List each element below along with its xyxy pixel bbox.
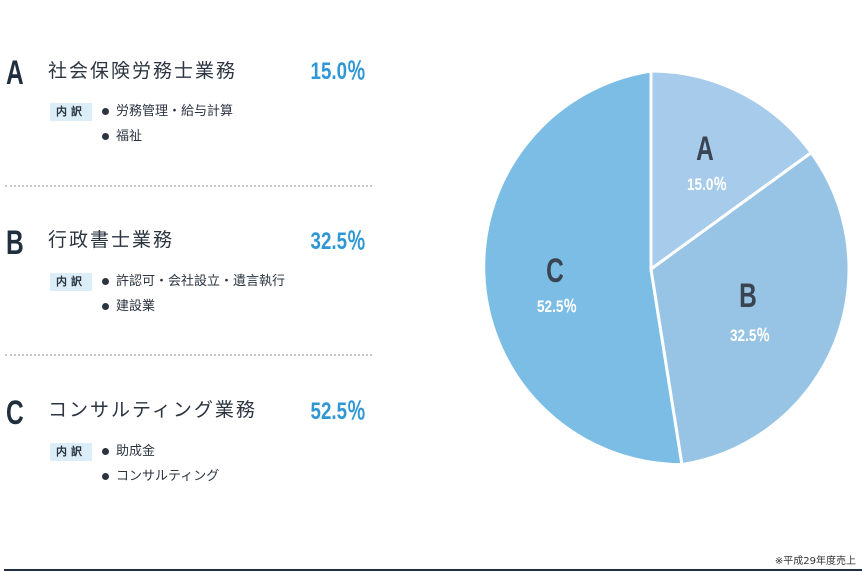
breakdown-item: 福祉 [102, 124, 233, 149]
section-title: コンサルティング業務 [48, 399, 257, 421]
section-letter: A [6, 54, 24, 92]
breakdown-item: コンサルティング [102, 464, 219, 489]
breakdown-tag: 内訳 [50, 273, 92, 291]
breakdown-item: 労務管理・給与計算 [102, 99, 233, 124]
section-title: 行政書士業務 [48, 229, 175, 251]
bottom-rule [4, 569, 862, 571]
section-percent: 15.0％ [310, 58, 366, 85]
pie-label-b-letter: B [739, 277, 757, 315]
pie-label-a-letter: A [696, 130, 714, 168]
section-title: 社会保険労務士業務 [48, 60, 238, 82]
section-c: C コンサルティング業務 52.5％ 内訳 助成金 コンサルティング [0, 392, 372, 517]
pie-label-c-percent: 52.5％ [537, 298, 577, 317]
section-letter: C [6, 394, 24, 432]
section-b: B 行政書士業務 32.5％ 内訳 許認可・会社設立・遺言執行 建設業 [0, 222, 372, 347]
pie-chart: A 15.0％ B 32.5％ C 52.5％ [482, 69, 851, 467]
section-percent: 32.5％ [310, 228, 366, 255]
section-a: A 社会保険労務士業務 15.0％ 内訳 労務管理・給与計算 福祉 [0, 50, 372, 175]
pie-slice-a [649, 69, 814, 272]
breakdown-tag: 内訳 [50, 103, 92, 121]
divider [5, 185, 372, 187]
pie-label-c-letter: C [546, 252, 564, 290]
breakdown-list: 労務管理・給与計算 福祉 [102, 99, 233, 149]
breakdown-item: 許認可・会社設立・遺言執行 [102, 269, 285, 294]
breakdown-list: 助成金 コンサルティング [102, 439, 219, 489]
footnote: ※平成29年度売上 [774, 556, 856, 567]
pie-slice-b [649, 150, 851, 467]
section-percent: 52.5％ [310, 398, 366, 425]
pie-slice-c [482, 69, 684, 467]
breakdown-item: 建設業 [102, 294, 285, 319]
breakdown-list: 許認可・会社設立・遺言執行 建設業 [102, 269, 285, 319]
divider [5, 354, 372, 356]
section-letter: B [6, 224, 24, 262]
pie-label-b-percent: 32.5％ [730, 327, 770, 346]
breakdown-tag: 内訳 [50, 443, 92, 461]
breakdown-item: 助成金 [102, 439, 219, 464]
pie-label-a-percent: 15.0％ [687, 176, 727, 195]
